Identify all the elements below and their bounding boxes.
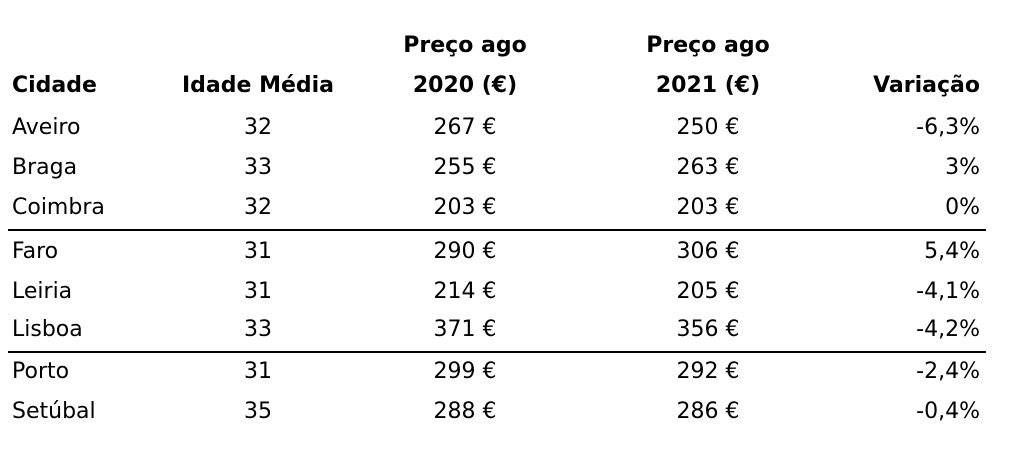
cell-city: Setúbal bbox=[12, 399, 96, 424]
cell-city: Coimbra bbox=[12, 195, 105, 220]
cell-price-2021: 292 € bbox=[676, 359, 740, 384]
table-row: Leiria 31 214 € 205 € -4,1% bbox=[0, 272, 1024, 312]
header-city: Cidade bbox=[12, 73, 97, 98]
cell-price-2021: 263 € bbox=[676, 155, 740, 180]
cell-variation: 3% bbox=[945, 155, 980, 180]
cell-city: Faro bbox=[12, 239, 59, 264]
header-age: Idade Média bbox=[181, 73, 335, 98]
cell-price-2020: 255 € bbox=[433, 155, 497, 180]
header-price-2020-line1: Preço ago bbox=[403, 33, 527, 58]
cell-age: 33 bbox=[244, 317, 272, 342]
header-price-2020-line2: 2020 (€) bbox=[412, 73, 518, 98]
cell-price-2020: 214 € bbox=[433, 279, 497, 304]
cell-variation: -4,2% bbox=[916, 317, 980, 342]
cell-price-2020: 290 € bbox=[433, 239, 497, 264]
table-row: Braga 33 255 € 263 € 3% bbox=[0, 148, 1024, 188]
cell-age: 31 bbox=[244, 279, 272, 304]
cell-age: 32 bbox=[244, 115, 272, 140]
cell-variation: -6,3% bbox=[916, 115, 980, 140]
cell-city: Aveiro bbox=[12, 115, 81, 140]
cell-price-2020: 267 € bbox=[433, 115, 497, 140]
cell-price-2020: 299 € bbox=[433, 359, 497, 384]
cell-variation: 5,4% bbox=[924, 239, 980, 264]
cell-price-2021: 250 € bbox=[676, 115, 740, 140]
table-row: Aveiro 32 267 € 250 € -6,3% bbox=[0, 108, 1024, 148]
table-row: Porto 31 299 € 292 € -2,4% bbox=[0, 352, 1024, 392]
table-row: Setúbal 35 288 € 286 € -0,4% bbox=[0, 392, 1024, 432]
group-separator bbox=[8, 351, 986, 353]
cell-price-2021: 306 € bbox=[676, 239, 740, 264]
cell-price-2021: 205 € bbox=[676, 279, 740, 304]
cell-price-2021: 286 € bbox=[676, 399, 740, 424]
cell-age: 35 bbox=[244, 399, 272, 424]
cell-city: Porto bbox=[12, 359, 70, 384]
cell-variation: 0% bbox=[945, 195, 980, 220]
group-separator bbox=[8, 229, 986, 231]
cell-city: Braga bbox=[12, 155, 78, 180]
table-row: Coimbra 32 203 € 203 € 0% bbox=[0, 188, 1024, 228]
header-row-top: Preço ago Preço ago bbox=[0, 26, 1024, 66]
cell-price-2021: 203 € bbox=[676, 195, 740, 220]
cell-variation: -4,1% bbox=[916, 279, 980, 304]
cell-age: 33 bbox=[244, 155, 272, 180]
cell-price-2020: 203 € bbox=[433, 195, 497, 220]
header-price-2021-line1: Preço ago bbox=[646, 33, 770, 58]
header-price-2021-line2: 2021 (€) bbox=[655, 73, 761, 98]
cell-age: 31 bbox=[244, 239, 272, 264]
cell-city: Lisboa bbox=[12, 317, 83, 342]
header-variation: Variação bbox=[873, 73, 980, 98]
header-row: Cidade Idade Média 2020 (€) 2021 (€) Var… bbox=[0, 66, 1024, 106]
cell-age: 31 bbox=[244, 359, 272, 384]
cell-price-2021: 356 € bbox=[676, 317, 740, 342]
cell-age: 32 bbox=[244, 195, 272, 220]
table-row: Lisboa 33 371 € 356 € -4,2% bbox=[0, 310, 1024, 350]
cell-city: Leiria bbox=[12, 279, 73, 304]
cell-variation: -0,4% bbox=[916, 399, 980, 424]
table-row: Faro 31 290 € 306 € 5,4% bbox=[0, 232, 1024, 272]
cell-price-2020: 288 € bbox=[433, 399, 497, 424]
cell-price-2020: 371 € bbox=[433, 317, 497, 342]
cell-variation: -2,4% bbox=[916, 359, 980, 384]
